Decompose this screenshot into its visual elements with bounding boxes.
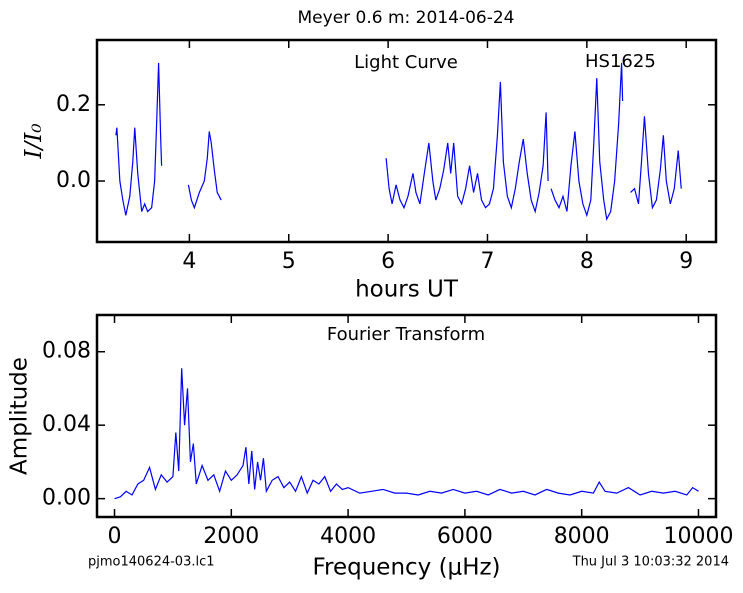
x-tick-label: 6 [381,249,395,274]
x-axis-label: hours UT [355,277,459,303]
annotation: Fourier Transform [327,324,485,345]
axes-frame [95,38,718,244]
x-tick-label: 8000 [554,524,610,549]
x-tick-label: 2000 [203,524,259,549]
y-axis-label: I/I₀ [21,123,47,159]
x-tick-label: 6000 [437,524,493,549]
x-tick-label: 4000 [320,524,376,549]
y-tick-label: 0.08 [42,339,91,364]
annotation: HS1625 [585,51,656,72]
x-tick-label: 5 [282,249,296,274]
footer-left: pjmo140624-03.lc1 [88,555,215,570]
y-axis-label: Amplitude [7,357,33,475]
x-tick-label: 4 [182,249,196,274]
annotation: Light Curve [354,52,458,73]
x-tick-label: 9 [679,249,693,274]
x-tick-label: 7 [480,249,494,274]
y-tick-label: 0.04 [42,412,91,437]
data-line [114,368,699,500]
x-tick-label: 10000 [663,524,733,549]
y-tick-label: 0.2 [56,92,91,117]
x-axis-label: Frequency (μHz) [312,555,500,581]
axes-frame [95,313,718,519]
x-tick-label: 8 [580,249,594,274]
y-tick-label: 0.0 [56,168,91,193]
y-tick-label: 0.00 [42,486,91,511]
x-tick-label: 0 [108,524,122,549]
chart-title: Meyer 0.6 m: 2014-06-24 [298,8,515,28]
data-line [115,62,682,222]
footer-right: Thu Jul 3 10:03:32 2014 [572,555,729,570]
